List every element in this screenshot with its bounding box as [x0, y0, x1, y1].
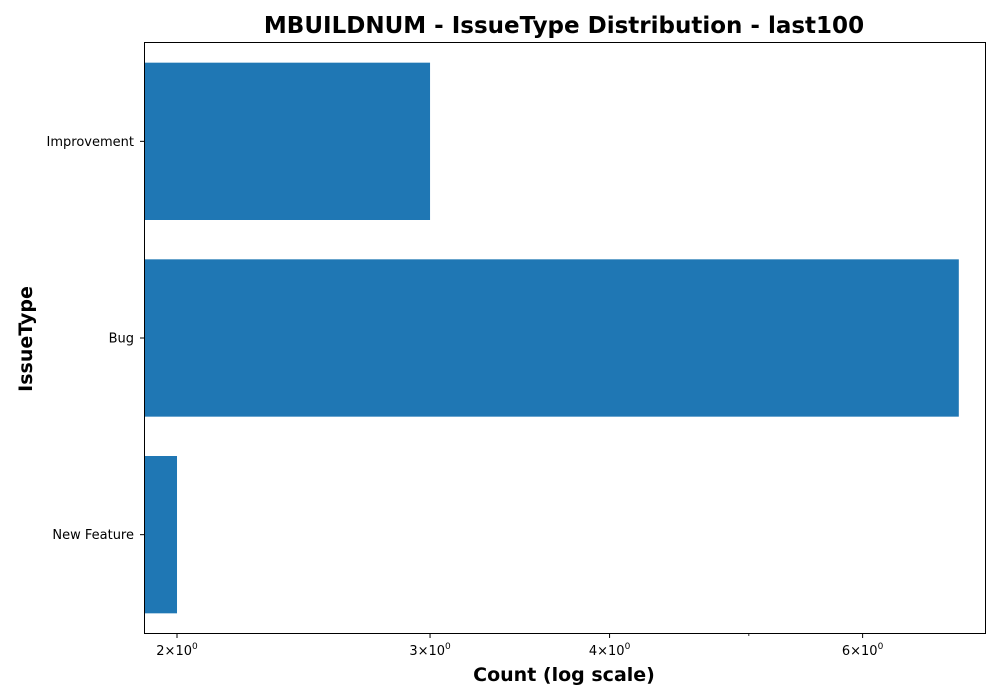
x-tick-label-3: 3×100: [409, 642, 451, 659]
y-tick-label-improvement: Improvement: [47, 135, 134, 150]
y-tick-label-new-feature: New Feature: [52, 528, 134, 543]
bars-layer: [145, 62, 959, 614]
bar-new-feature: [145, 456, 178, 614]
bar-bug: [145, 259, 959, 417]
y-axis-label: IssueType: [15, 286, 37, 392]
x-tick-label-6: 6×100: [842, 642, 884, 659]
chart-title: MBUILDNUM - IssueType Distribution - las…: [264, 13, 864, 39]
x-axis-label: Count (log scale): [473, 664, 655, 686]
x-tick-label-2: 2×100: [156, 642, 198, 659]
bar-improvement: [145, 62, 431, 220]
x-axis-ticks: 2×100 3×100 4×100 6×100: [156, 633, 884, 659]
x-tick-label-4: 4×100: [589, 642, 631, 659]
y-tick-label-bug: Bug: [109, 332, 134, 347]
y-axis-ticks: New Feature Bug Improvement: [47, 135, 145, 543]
